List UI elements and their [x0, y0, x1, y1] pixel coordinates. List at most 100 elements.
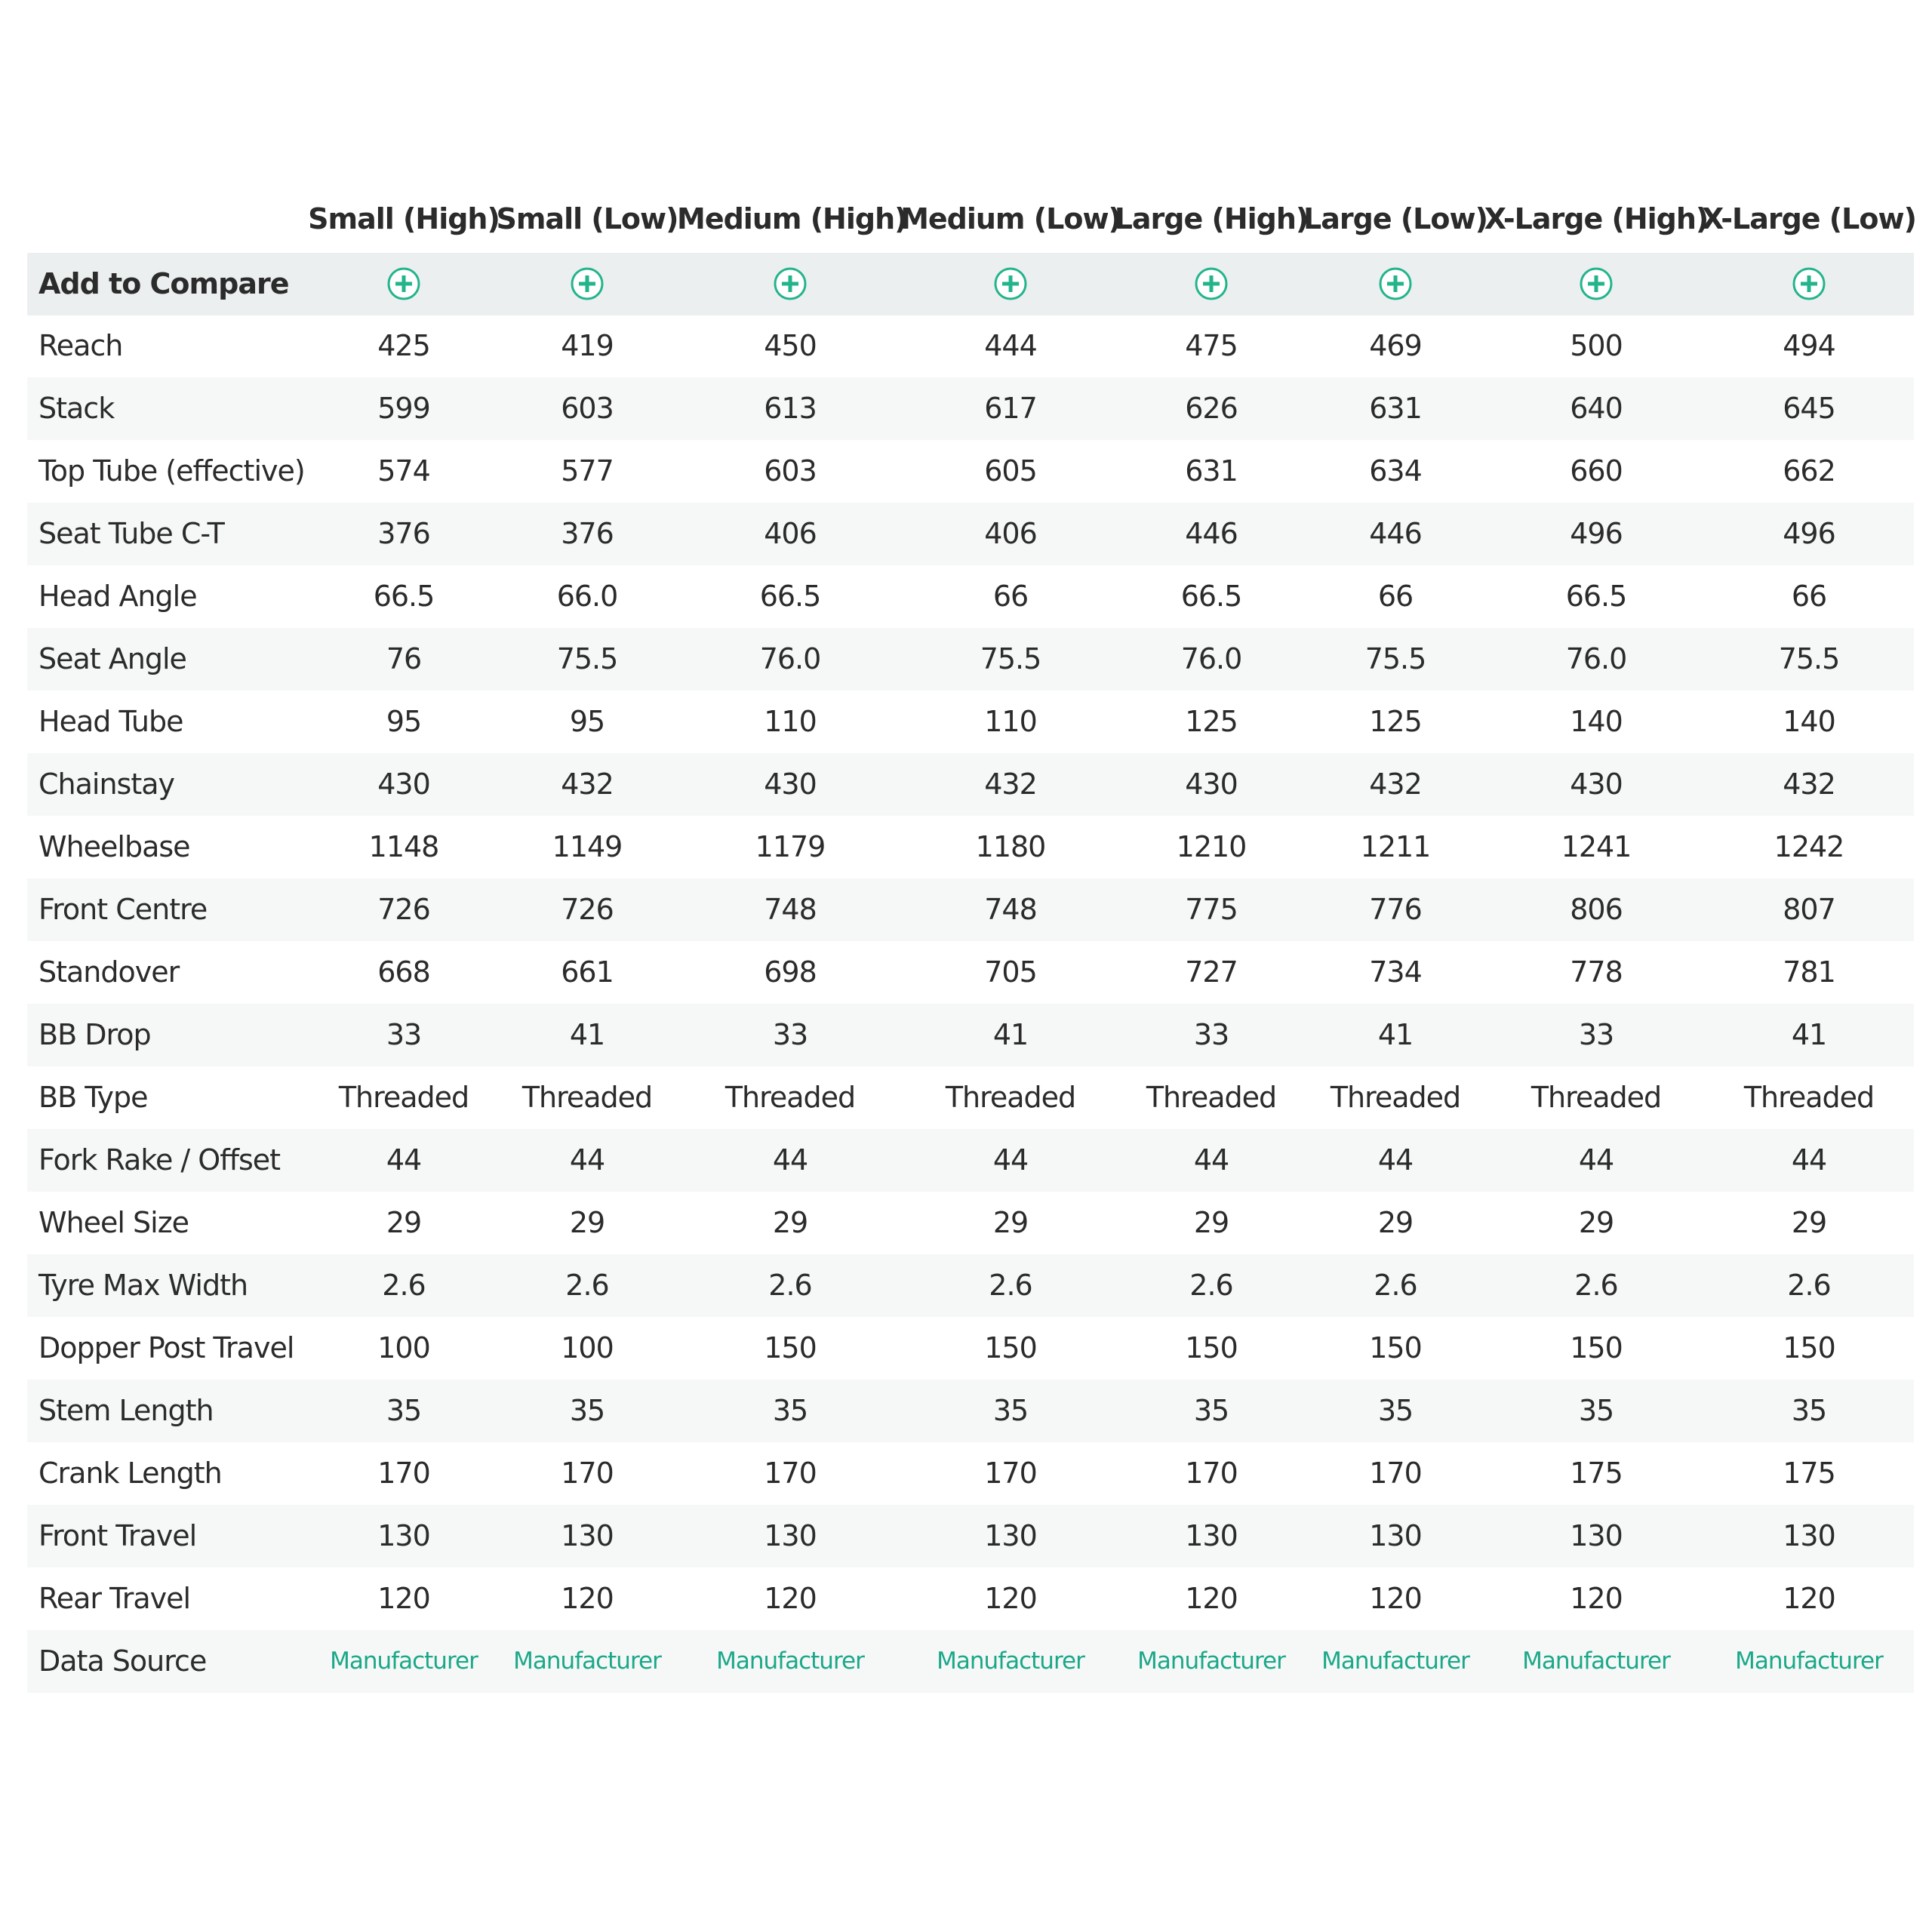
table-cell: Threaded	[945, 1081, 1076, 1114]
column-header: Small (High)	[308, 202, 500, 235]
table-row: Standover 668 661 698 705 727 734 778 781	[27, 941, 1914, 1004]
add-compare-button[interactable]	[1579, 266, 1614, 301]
table-cell: 170	[377, 1457, 431, 1490]
table-cell: 29	[1791, 1206, 1827, 1239]
table-cell: 376	[561, 517, 614, 550]
table-cell: 120	[984, 1582, 1038, 1615]
table-cell: 2.6	[1374, 1269, 1417, 1302]
table-cell: 1149	[552, 830, 623, 863]
table-cell: Threaded	[724, 1081, 856, 1114]
add-compare-button[interactable]	[1792, 266, 1826, 301]
add-compare-button[interactable]	[1378, 266, 1413, 301]
column-header: Large (Low)	[1303, 202, 1488, 235]
table-cell: 430	[1570, 768, 1623, 801]
table-row: Wheelbase 1148 1149 1179 1180 1210 1211 1241 124…	[27, 816, 1914, 878]
table-cell: 640	[1570, 392, 1623, 425]
table-cell: 432	[1369, 768, 1423, 801]
table-cell: 44	[992, 1143, 1029, 1177]
table-cell: 120	[561, 1582, 614, 1615]
table-cell: 150	[984, 1331, 1038, 1364]
table-cell: Threaded	[1531, 1081, 1662, 1114]
table-cell: 406	[764, 517, 817, 550]
table-cell: 44	[1193, 1143, 1229, 1177]
table-cell: 29	[569, 1206, 605, 1239]
table-cell: 748	[764, 893, 817, 926]
table-cell: 29	[992, 1206, 1029, 1239]
table-cell: 726	[377, 893, 431, 926]
table-cell: 662	[1783, 454, 1836, 488]
table-cell: 613	[764, 392, 817, 425]
source-link[interactable]: Manufacturer	[1137, 1647, 1286, 1675]
table-row: Top Tube (effective) 574 577 603 605 631 634 66…	[27, 440, 1914, 503]
table-cell: 698	[764, 955, 817, 989]
table-row: Stack 599 603 613 617 626 631 640 645	[27, 377, 1914, 440]
table-cell: 120	[1783, 1582, 1836, 1615]
source-link[interactable]: Manufacturer	[1522, 1647, 1671, 1675]
row-label: Rear Travel	[38, 1582, 191, 1615]
row-label: Seat Angle	[38, 642, 187, 675]
table-cell: 450	[764, 329, 817, 362]
compare-row: Add to Compare	[27, 253, 1914, 315]
add-compare-button[interactable]	[1194, 266, 1229, 301]
table-cell: 35	[772, 1394, 808, 1427]
table-cell: 631	[1369, 392, 1423, 425]
table-cell: 44	[386, 1143, 422, 1177]
source-link[interactable]: Manufacturer	[937, 1647, 1085, 1675]
table-cell: 778	[1570, 955, 1623, 989]
table-cell: 76.0	[759, 642, 822, 675]
table-cell: Threaded	[1743, 1081, 1875, 1114]
table-cell: 66.0	[556, 580, 619, 613]
table-cell: 130	[377, 1519, 431, 1552]
table-cell: 2.6	[989, 1269, 1032, 1302]
table-cell: 432	[1783, 768, 1836, 801]
table-cell: 2.6	[1574, 1269, 1618, 1302]
table-cell: 41	[569, 1018, 605, 1051]
table-cell: 446	[1369, 517, 1423, 550]
table-cell: 1241	[1561, 830, 1632, 863]
row-label: Seat Tube C-T	[38, 517, 225, 550]
source-link[interactable]: Manufacturer	[513, 1647, 662, 1675]
table-cell: 599	[377, 392, 431, 425]
table-cell: 631	[1185, 454, 1238, 488]
table-cell: 76	[386, 642, 422, 675]
table-cell: 175	[1570, 1457, 1623, 1490]
table-cell: 75.5	[980, 642, 1042, 675]
table-cell: 430	[764, 768, 817, 801]
source-link[interactable]: Manufacturer	[1321, 1647, 1470, 1675]
table-cell: 35	[1193, 1394, 1229, 1427]
table-cell: 444	[984, 329, 1038, 362]
table-row: Wheel Size 29 29 29 29 29 29 29 29	[27, 1192, 1914, 1254]
table-cell: 110	[984, 705, 1038, 738]
table-cell: 500	[1570, 329, 1623, 362]
table-cell: 35	[386, 1394, 422, 1427]
table-cell: 494	[1783, 329, 1836, 362]
table-cell: 75.5	[1778, 642, 1841, 675]
table-row: Front Travel 130 130 130 130 130 130 130 130	[27, 1505, 1914, 1567]
source-link[interactable]: Manufacturer	[716, 1647, 865, 1675]
source-link[interactable]: Manufacturer	[330, 1647, 478, 1675]
table-cell: 660	[1570, 454, 1623, 488]
add-compare-button[interactable]	[570, 266, 605, 301]
table-cell: 574	[377, 454, 431, 488]
table-cell: 140	[1783, 705, 1836, 738]
column-header: X-Large (High)	[1484, 202, 1709, 235]
table-cell: 577	[561, 454, 614, 488]
table-cell: 130	[1369, 1519, 1423, 1552]
table-cell: 175	[1783, 1457, 1836, 1490]
source-link[interactable]: Manufacturer	[1735, 1647, 1884, 1675]
table-cell: 469	[1369, 329, 1423, 362]
table-cell: 33	[386, 1018, 422, 1051]
table-cell: 2.6	[1189, 1269, 1233, 1302]
column-header: Small (Low)	[496, 202, 678, 235]
table-cell: 603	[561, 392, 614, 425]
table-cell: 29	[1377, 1206, 1414, 1239]
table-cell: 95	[569, 705, 605, 738]
add-compare-button[interactable]	[386, 266, 421, 301]
table-cell: 1179	[755, 830, 826, 863]
column-header: Medium (Low)	[900, 202, 1121, 235]
add-compare-button[interactable]	[993, 266, 1028, 301]
add-compare-button[interactable]	[773, 266, 808, 301]
row-label: Fork Rake / Offset	[38, 1143, 281, 1177]
table-cell: 734	[1369, 955, 1423, 989]
